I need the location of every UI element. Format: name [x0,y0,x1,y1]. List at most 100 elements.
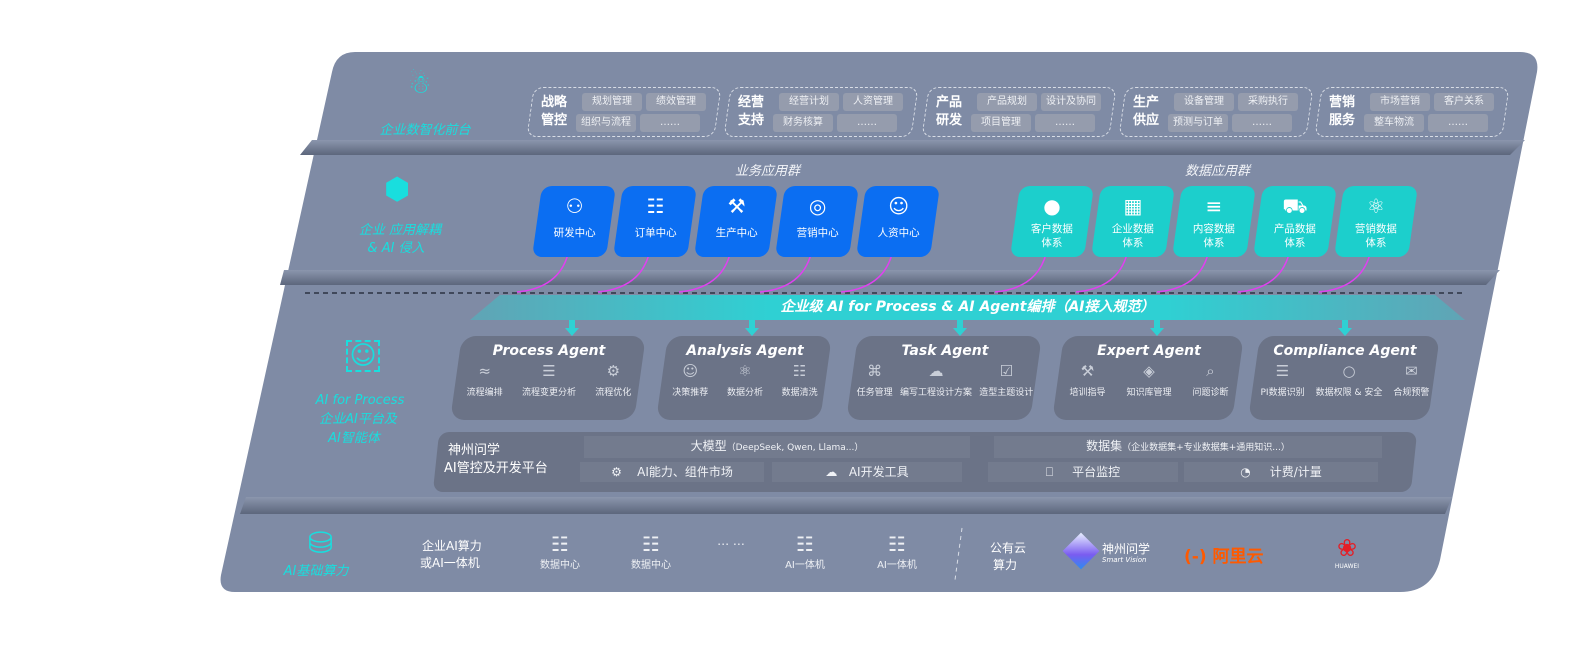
group-title: 生产 [1133,95,1160,110]
data-app-tile[interactable]: ▦ 企业数据 体系 [1091,186,1175,257]
down-arrow [565,320,579,336]
dataset-note: （企业数据集+专业数据集+通用知识...） [1122,443,1290,453]
capability-icon: ⌕ [1206,362,1215,380]
capability-icon: ⚙ [606,362,621,380]
billing-metering[interactable]: ◔ 计费/计量 [1184,462,1378,482]
function-chip[interactable]: …… [1428,114,1488,132]
function-chip[interactable]: 设备管理 [1174,93,1234,111]
llm-label: 大模型 [690,439,727,453]
capability-label: 问题诊断 [1192,388,1229,398]
agent-capability: ⌕ 问题诊断 [1192,362,1229,399]
function-chip[interactable]: 设计及协同 [1041,93,1101,111]
agent-card[interactable]: Task Agent ⌘ 任务管理 ☁ 编写工程设计方案 ☑ 造型主题设计 [846,336,1042,420]
agent-capability: ☰ PI数据识别 [1260,362,1305,399]
function-chip[interactable]: 经营计划 [779,93,839,111]
group-title: 研发 [936,113,963,128]
group-title: 经营 [738,95,765,110]
server-icon: ☷ [551,532,569,556]
function-chip[interactable]: …… [640,114,700,132]
tile-label: 人资中心 [877,227,920,239]
infra-node: ☷ AI一体机 [862,532,932,571]
function-chip[interactable]: 整车物流 [1364,114,1424,132]
gauge-icon: ◔ [1240,465,1251,479]
capability-label: 培训指导 [1069,388,1106,398]
function-chip[interactable]: 财务核算 [773,114,833,132]
business-app-tile[interactable]: ⚒ 生产中心 [694,186,778,257]
agent-capability: ✉ 合规预警 [1393,362,1430,399]
data-apps-title: 数据应用群 [1185,164,1251,179]
down-arrow [745,320,759,336]
tile-label: 营销中心 [796,227,839,239]
group-title: 管控 [541,113,568,128]
node-label: AI一体机 [877,560,917,571]
separator-band [280,270,1500,285]
function-chip[interactable]: 采购执行 [1238,93,1298,111]
agent-card[interactable]: Expert Agent ⚒ 培训指导 ◈ 知识库管理 ⌕ 问题诊断 [1052,336,1244,420]
server-icon: ☷ [888,532,906,556]
tool-label: AI开发工具 [848,465,909,479]
function-chip[interactable]: 产品规划 [977,93,1037,111]
component-market[interactable]: ⚙ AI能力、组件市场 [580,462,764,482]
agent-card[interactable]: Analysis Agent ☺ 决策推荐 ⚛ 数据分析 ☷ 数据清洗 [656,336,832,420]
capability-label: 数据权限 & 安全 [1315,388,1383,398]
vendor-smartvision: 神州问学 [1102,542,1151,556]
function-chip[interactable]: 人资管理 [843,93,903,111]
data-app-tile[interactable]: ≡ 内容数据 体系 [1172,186,1256,257]
target-icon: ◎ [808,194,827,218]
capability-label: 数据清洗 [781,388,818,398]
market-icon: ⚙ [611,465,626,479]
tool-label: 计费/计量 [1269,465,1322,479]
capability-icon: ✉ [1405,362,1418,380]
llm-note: （DeepSeek, Qwen, Llama...） [726,443,864,453]
capability-icon: ☺ [682,362,699,380]
agent-capability: ☺ 决策推荐 [672,362,708,399]
function-chip[interactable]: …… [1035,114,1095,132]
data-app-tile[interactable]: ⚛ 营销数据 体系 [1334,186,1418,257]
business-app-tile[interactable]: ☷ 订单中心 [613,186,697,257]
function-chip[interactable]: 规划管理 [582,93,642,111]
group-title: 产品 [936,95,963,110]
aliyun-mark: (-) [1184,547,1207,567]
infra-node: ☷ AI一体机 [770,532,840,571]
capability-label: PI数据识别 [1260,388,1305,398]
group-title: 营销 [1329,95,1356,110]
infra-ellipsis: … … [717,534,745,548]
function-chip[interactable]: 市场营销 [1370,93,1430,111]
tier-label-ai-3: AI智能体 [328,431,380,446]
function-chip[interactable]: 预测与订单 [1168,114,1228,132]
tile-label: 客户数据 [1030,223,1073,235]
down-arrow [1150,320,1164,336]
function-chip[interactable]: …… [1232,114,1292,132]
agent-name: Compliance Agent [1273,343,1417,359]
function-chip[interactable]: 项目管理 [971,114,1031,132]
business-app-tile[interactable]: ◎ 营销中心 [775,186,859,257]
agent-name: Process Agent [492,343,606,359]
tile-label: 体系 [1365,237,1387,249]
business-app-tile[interactable]: ☺ 人资中心 [856,186,940,257]
dataset-bar: 数据集（企业数据集+专业数据集+通用知识...） [994,436,1382,458]
agent-card[interactable]: Compliance Agent ☰ PI数据识别 ○ 数据权限 & 安全 ✉ 合规预警 [1248,336,1440,420]
infra-node: ☷ 数据中心 [525,532,595,571]
business-app-tile[interactable]: ⚇ 研发中心 [532,186,616,257]
capability-icon: ⌘ [867,362,883,380]
tier-label-apps-1: 企业 应用解耦 [358,223,442,238]
user-icon: ● [1043,194,1061,218]
data-app-tile[interactable]: ● 客户数据 体系 [1010,186,1094,257]
data-app-tile[interactable]: ⛟ 产品数据 体系 [1253,186,1337,257]
tile-label: 研发中心 [553,227,596,239]
capability-icon: ◈ [1143,362,1155,380]
function-chip[interactable]: 绩效管理 [646,93,706,111]
dev-tools[interactable]: ☁ AI开发工具 [772,462,962,482]
function-chip[interactable]: …… [837,114,897,132]
agent-card[interactable]: Process Agent ≈ 流程编排 ☰ 流程变更分析 ⚙ 流程优化 [450,336,646,420]
function-chip[interactable]: 组织与流程 [576,114,636,132]
tier-label-ai-1: AI for Process [315,393,405,408]
public-cloud-2: 算力 [993,558,1018,572]
function-chip[interactable]: 客户关系 [1434,93,1494,111]
platform-monitor[interactable]: ⎕ 平台监控 [988,462,1178,482]
capability-icon: ☑ [999,362,1014,380]
database-icon: ⛁ [308,526,334,561]
face-scan-icon: ☺ [346,340,380,372]
vendor-aliyun: 阿里云 [1212,547,1264,567]
capability-label: 合规预警 [1393,388,1430,398]
